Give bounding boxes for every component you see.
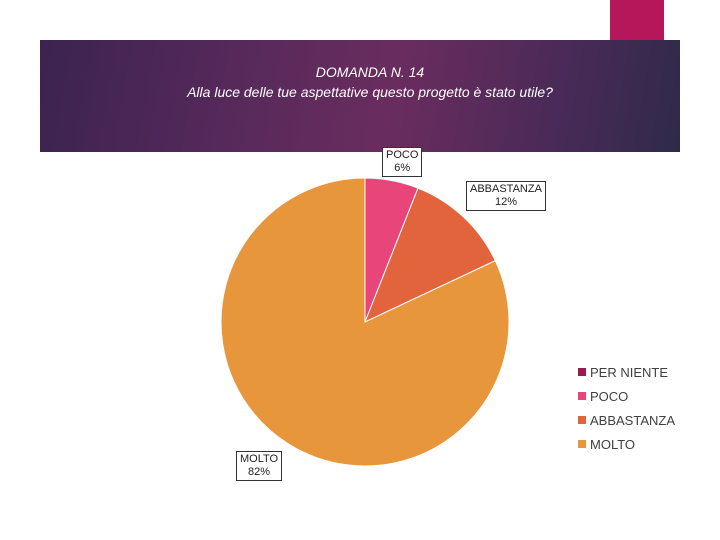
legend-label: ABBASTANZA: [590, 412, 676, 428]
data-label-poco: POCO 6%: [382, 147, 423, 177]
legend-item-poco: POCO: [578, 384, 675, 408]
title-line-1: DOMANDA N. 14: [315, 64, 425, 80]
legend-label: POCO: [590, 388, 629, 404]
legend-label: PER NIENTE: [590, 364, 669, 380]
legend-item-per-niente: PER NIENTE: [578, 360, 675, 384]
data-label-abbastanza: ABBASTANZA 12%: [466, 181, 546, 211]
header-band: [40, 40, 680, 152]
chart-legend: PER NIENTE POCO ABBASTANZA MOLTO: [578, 360, 675, 456]
chart-title: DOMANDA N. 14 Alla luce delle tue aspett…: [40, 62, 700, 102]
pie-slice-abbastanza: [364, 187, 496, 323]
pie-slice-molto: [220, 177, 510, 467]
legend-swatch: [578, 416, 586, 424]
legend-item-molto: MOLTO: [578, 432, 675, 456]
legend-swatch: [578, 440, 586, 448]
legend-item-abbastanza: ABBASTANZA: [578, 408, 675, 432]
data-label-molto: MOLTO 82%: [236, 451, 283, 481]
legend-swatch: [578, 368, 586, 376]
title-line-2: Alla luce delle tue aspettative questo p…: [187, 84, 553, 100]
legend-label: MOLTO: [590, 436, 636, 452]
legend-swatch: [578, 392, 586, 400]
